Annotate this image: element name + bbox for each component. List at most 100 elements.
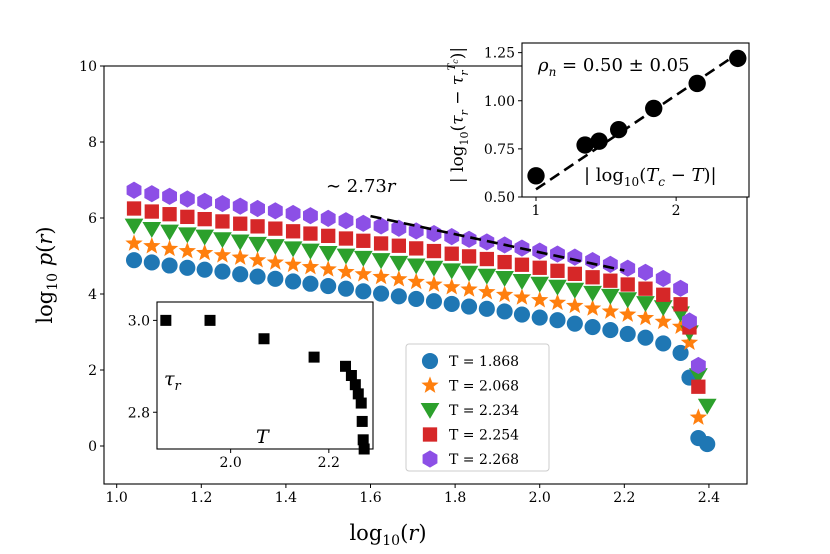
data-point bbox=[513, 306, 531, 323]
data-point bbox=[162, 187, 177, 205]
data-point bbox=[461, 298, 478, 315]
data-point bbox=[250, 199, 265, 218]
y-tick-label: 3.0 bbox=[128, 313, 150, 329]
data-point bbox=[336, 248, 356, 265]
legend-marker bbox=[420, 402, 440, 419]
data-point bbox=[680, 333, 699, 350]
data-point bbox=[337, 262, 355, 280]
data-point bbox=[653, 300, 673, 317]
inset-exponent-point bbox=[610, 120, 628, 139]
data-point bbox=[303, 207, 318, 225]
data-point bbox=[565, 282, 585, 299]
data-point bbox=[495, 285, 514, 303]
data-point bbox=[406, 258, 426, 275]
data-point bbox=[461, 230, 477, 248]
main-ticks: 1.0 1.2 1.4 1.6 1.8 2.0 2.2 2.4 0 2 4 6 8 10 bbox=[79, 59, 720, 506]
x-tick-label: 2.2 bbox=[318, 455, 340, 471]
data-point bbox=[514, 257, 530, 272]
inset-exponent-point bbox=[576, 136, 594, 154]
data-point bbox=[567, 266, 582, 282]
inset-exponent-x-label: | log10(Tc − T)| bbox=[584, 165, 717, 189]
inset-exponent-point bbox=[688, 74, 706, 93]
data-point bbox=[408, 290, 425, 307]
y-tick-label: 6 bbox=[88, 211, 97, 227]
data-point bbox=[232, 197, 248, 215]
inset-tau-point bbox=[356, 415, 368, 427]
data-point bbox=[407, 272, 425, 290]
x-tick-label: 2.4 bbox=[698, 490, 720, 506]
inset-exponent-frame bbox=[521, 42, 750, 198]
legend-label: T = 2.234 bbox=[449, 403, 519, 419]
data-point bbox=[673, 297, 688, 312]
data-point bbox=[301, 243, 320, 260]
inset-tau-point bbox=[355, 397, 367, 409]
data-point bbox=[285, 273, 302, 290]
data-point bbox=[177, 227, 197, 244]
data-point bbox=[425, 275, 443, 292]
inset-exponent-point bbox=[729, 49, 747, 68]
legend-marker bbox=[422, 427, 438, 442]
data-point bbox=[603, 273, 618, 288]
data-point bbox=[354, 265, 372, 282]
data-point bbox=[690, 356, 706, 375]
data-point bbox=[636, 296, 655, 313]
data-point bbox=[425, 293, 443, 310]
data-point bbox=[301, 257, 320, 275]
data-point bbox=[567, 248, 583, 266]
x-tick-label: 1.8 bbox=[444, 490, 466, 506]
data-point bbox=[285, 204, 301, 223]
data-point bbox=[673, 279, 689, 297]
data-point bbox=[638, 281, 653, 296]
data-point bbox=[443, 278, 461, 295]
data-point bbox=[160, 239, 179, 257]
inset-tau-ticks: 2.0 2.2 2.8 3.0 bbox=[128, 313, 340, 471]
data-point bbox=[619, 325, 636, 342]
inset-tau-x-label: T bbox=[256, 426, 270, 448]
inset-exponent-ticks: 1 2 0.50 0.75 1.00 1.25 bbox=[484, 46, 681, 219]
data-point bbox=[321, 228, 336, 244]
data-point bbox=[265, 239, 285, 256]
data-point bbox=[250, 219, 265, 234]
data-point bbox=[180, 209, 195, 225]
data-point bbox=[602, 255, 618, 273]
data-point bbox=[532, 260, 547, 275]
data-point bbox=[232, 266, 249, 283]
data-point bbox=[196, 261, 213, 278]
data-point bbox=[179, 190, 195, 208]
main-x-axis-label: log10(r) bbox=[349, 521, 426, 549]
data-point bbox=[267, 202, 283, 220]
data-point bbox=[372, 267, 390, 285]
data-point bbox=[144, 204, 159, 219]
data-point bbox=[125, 234, 143, 251]
data-point bbox=[268, 221, 283, 236]
data-point bbox=[654, 312, 672, 330]
x-tick-label: 1 bbox=[532, 203, 541, 219]
inset-exponent-annotation: ρn = 0.50 ± 0.05 bbox=[537, 55, 690, 79]
data-point bbox=[689, 408, 708, 425]
data-point bbox=[162, 207, 177, 222]
slope-annotation: ∼ 2.73r bbox=[326, 176, 397, 197]
data-point bbox=[197, 211, 212, 227]
data-point bbox=[479, 251, 494, 267]
data-point bbox=[355, 214, 371, 232]
data-point bbox=[248, 236, 267, 253]
data-point bbox=[530, 276, 550, 293]
data-point bbox=[655, 269, 671, 287]
data-point bbox=[459, 265, 479, 282]
data-point bbox=[477, 268, 497, 285]
data-point bbox=[548, 293, 567, 311]
data-point bbox=[230, 234, 250, 251]
data-point bbox=[496, 303, 513, 320]
y-tick-label: 1.00 bbox=[484, 94, 515, 110]
y-tick-label: 0 bbox=[88, 439, 97, 455]
data-point bbox=[356, 233, 371, 248]
x-tick-label: 1.2 bbox=[190, 490, 212, 506]
data-point bbox=[126, 181, 142, 199]
data-point bbox=[231, 248, 249, 265]
data-point bbox=[585, 251, 601, 270]
inset-tau-point bbox=[357, 434, 369, 446]
data-point bbox=[408, 222, 424, 240]
data-point bbox=[566, 315, 583, 332]
